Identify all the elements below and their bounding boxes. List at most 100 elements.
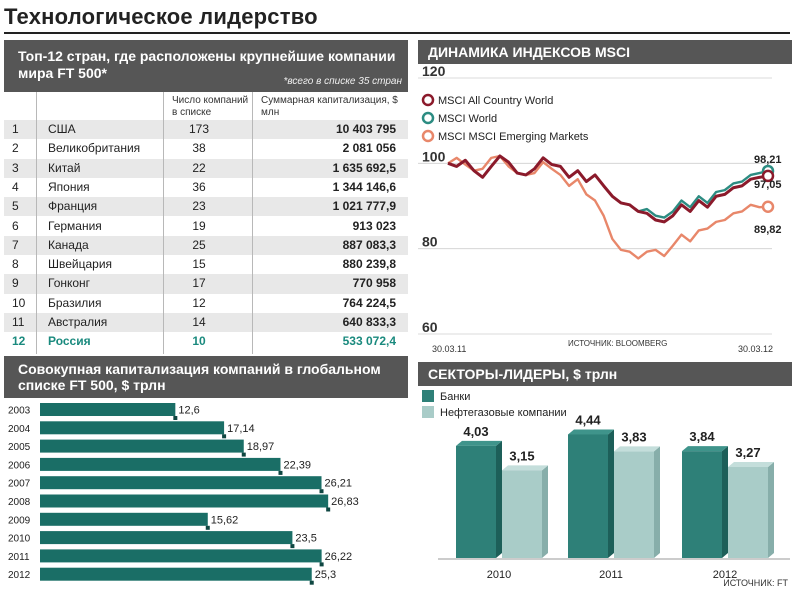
msci-series-line [447, 154, 769, 219]
sectors-category-label: 2012 [713, 569, 737, 581]
cap-bar-shadow [319, 489, 324, 494]
cell-cap: 10 403 795 [335, 122, 396, 136]
sectors-value-label: 3,27 [735, 445, 760, 460]
sectors-bar [568, 434, 608, 558]
cell-country: Канада [48, 237, 89, 252]
sectors-bar-side [496, 440, 502, 558]
cell-country: Великобритания [48, 141, 141, 156]
sectors-bar-top [456, 440, 502, 446]
cap-chart: 2003 12,6 2004 17,14 2005 18,97 2006 22,39 2007 2… [8, 403, 359, 585]
sectors-legend-label: Банки [440, 391, 470, 403]
cell-country: США [48, 122, 76, 136]
cell-country: Германия [48, 218, 102, 233]
msci-legend-label: MSCI All Country World [438, 95, 553, 107]
table-divider [163, 92, 164, 354]
cap-bar [40, 494, 329, 508]
table-row: 2 Великобритания 38 2 081 056 [4, 139, 408, 158]
cap-value-label: 17,14 [227, 423, 255, 435]
sectors-bar [614, 451, 654, 558]
sectors-value-label: 3,83 [621, 429, 646, 444]
cap-bar [40, 549, 322, 563]
msci-x-label: 30.03.12 [738, 344, 773, 354]
sectors-value-label: 3,15 [509, 448, 534, 463]
msci-chart-title: ДИНАМИКА ИНДЕКСОВ MSCI [428, 44, 631, 60]
sectors-value-label: 4,03 [463, 424, 488, 439]
cap-year-label: 2003 [8, 406, 31, 417]
cell-rank: 4 [12, 179, 19, 194]
table-row: 11 Австралия 14 640 833,3 [4, 313, 408, 333]
cap-value-label: 26,22 [325, 551, 353, 563]
cell-country: Россия [48, 334, 91, 349]
cell-count: 14 [192, 315, 206, 329]
cell-count: 12 [192, 295, 206, 310]
sectors-bar-side [768, 462, 774, 558]
cell-rank: 9 [12, 276, 19, 291]
cap-bar [40, 457, 281, 471]
msci-end-marker [761, 169, 775, 183]
sectors-chart-header: СЕКТОРЫ-ЛИДЕРЫ, $ трлн [418, 362, 792, 386]
cell-country: Франция [48, 199, 98, 214]
msci-legend-label: MSCI World [438, 113, 497, 125]
table-row: 7 Канада 25 887 083,3 [4, 235, 408, 256]
cap-chart-header: Совокупная капитализация компаний в глоб… [4, 356, 408, 398]
cap-year-label: 2008 [8, 497, 31, 508]
cap-bar [40, 476, 322, 490]
cap-bar-shadow [173, 416, 178, 420]
cell-rank: 7 [12, 237, 19, 252]
cap-year-label: 2004 [8, 424, 31, 435]
sectors-bar-side [542, 465, 548, 558]
cell-count: 25 [192, 237, 206, 252]
msci-end-marker [761, 200, 775, 214]
cell-count: 10 [192, 334, 206, 349]
table-row: 12 Россия 10 533 072,4 [4, 332, 408, 352]
cell-count: 38 [192, 141, 206, 156]
cell-count: 17 [192, 276, 206, 291]
table-row: 5 Франция 23 1 021 777,9 [4, 197, 408, 217]
cap-value-label: 12,6 [178, 405, 199, 417]
cell-rank: 6 [12, 218, 19, 233]
table-column-headers: Число компаний в списке Суммарная капита… [4, 92, 408, 120]
cap-value-label: 23,5 [295, 533, 316, 545]
msci-legend-label: MSCI MSCI Emerging Markets [438, 131, 589, 143]
cap-value-label: 26,83 [331, 496, 359, 508]
sectors-category-label: 2011 [599, 569, 623, 581]
cell-rank: 3 [12, 160, 19, 175]
cap-year-label: 2007 [8, 479, 31, 490]
cell-cap: 880 239,8 [342, 257, 396, 272]
msci-y-tick: 80 [422, 234, 438, 250]
cell-rank: 2 [12, 141, 19, 156]
sectors-bar [728, 467, 768, 558]
cap-value-label: 22,39 [283, 459, 311, 471]
table-row: 1 США 173 10 403 795 [4, 120, 408, 140]
msci-y-tick: 60 [422, 319, 438, 335]
cell-cap: 770 958 [352, 276, 396, 291]
sectors-bar-top [614, 446, 660, 452]
cell-count: 23 [192, 199, 206, 214]
msci-x-label: 30.03.11 [432, 344, 466, 354]
sectors-legend-swatch [422, 406, 434, 418]
table-row: 9 Гонконг 17 770 958 [4, 274, 408, 294]
cell-count: 19 [192, 218, 206, 233]
cell-cap: 2 081 056 [342, 141, 396, 156]
msci-end-label: 89,82 [754, 224, 782, 236]
cell-cap: 533 072,4 [342, 334, 396, 349]
msci-end-label: 98,21 [754, 154, 782, 166]
cap-chart-title: Совокупная капитализация компаний в глоб… [18, 361, 381, 393]
msci-chart: 60 80 100 120 30.03.11 30.03.12 ИСТОЧНИК: BLOO… [418, 64, 782, 354]
msci-end-label: 97,05 [754, 179, 782, 191]
cap-value-label: 15,62 [211, 514, 239, 526]
cell-country: Япония [48, 179, 90, 194]
cap-value-label: 26,21 [325, 478, 353, 490]
cap-year-label: 2011 [8, 552, 30, 563]
table-header: Топ-12 стран, где расположены крупнейшие… [4, 40, 408, 92]
cell-country: Китай [48, 160, 81, 175]
cell-country: Австралия [48, 315, 108, 329]
sectors-value-label: 3,84 [689, 429, 715, 444]
sectors-chart: Банки Нефтегазовые компании 4,03 3,15 2010 4,… [422, 390, 790, 588]
msci-y-tick: 120 [422, 64, 446, 79]
cap-bar [40, 439, 244, 453]
cap-value-label: 18,97 [247, 441, 275, 453]
cap-bar-shadow [319, 562, 324, 567]
msci-series-line [447, 154, 769, 260]
table-row: 10 Бразилия 12 764 224,5 [4, 294, 408, 313]
